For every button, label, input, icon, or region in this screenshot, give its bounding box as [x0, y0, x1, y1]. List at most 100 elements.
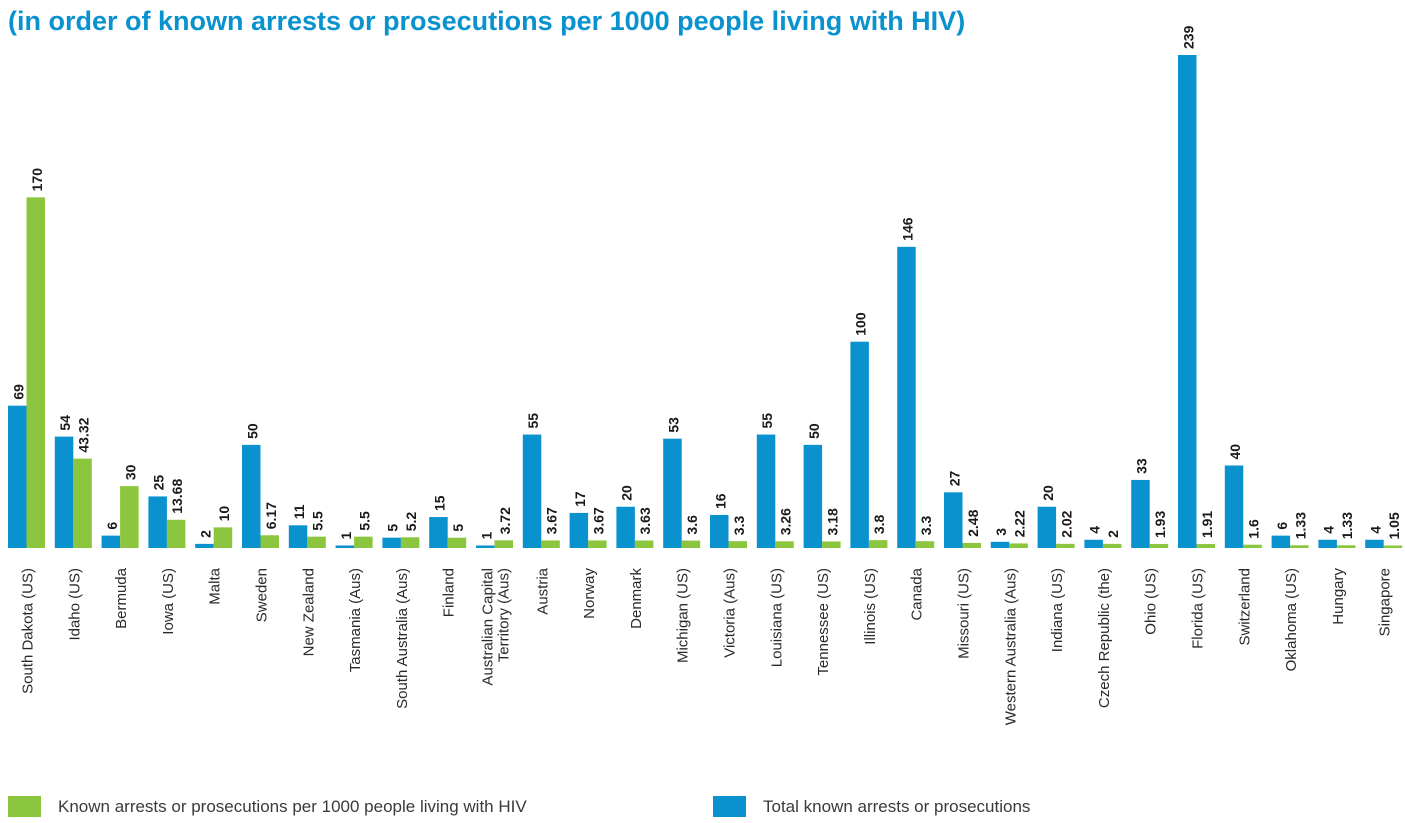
- data-label-rate: 5: [450, 524, 466, 532]
- data-label-rate: 3.18: [824, 508, 840, 535]
- legend-item-rate: Known arrests or prosecutions per 1000 p…: [8, 796, 527, 817]
- data-label-total: 239: [1180, 25, 1196, 49]
- bar-total: [8, 405, 27, 548]
- bar-rate: [1336, 545, 1356, 548]
- data-label-rate: 2.02: [1058, 510, 1074, 537]
- category-label: Malta: [207, 567, 224, 604]
- bar-total: [756, 434, 776, 548]
- bar-total: [569, 512, 589, 548]
- category-label: Czech Republic (the): [1096, 568, 1113, 708]
- bar-total: [1318, 539, 1337, 548]
- bar-rate: [73, 458, 92, 548]
- category-label: Iowa (US): [160, 568, 177, 635]
- data-label-total: 50: [244, 423, 260, 439]
- category-label: South Dakota (US): [20, 568, 37, 694]
- data-label-total: 6: [1274, 522, 1290, 530]
- bar-total: [522, 434, 542, 548]
- category-label: Bermuda: [113, 567, 130, 629]
- bar-total: [1271, 535, 1291, 548]
- data-label-total: 55: [525, 413, 541, 429]
- bar-total: [944, 492, 963, 548]
- bar-rate: [822, 541, 841, 548]
- data-label-rate: 3.6: [684, 515, 700, 535]
- bar-total: [1365, 539, 1384, 548]
- bar-total: [616, 506, 635, 548]
- bar-total: [429, 517, 448, 548]
- category-label: South Australia (Aus): [394, 568, 411, 709]
- data-label-total: 2: [197, 530, 213, 538]
- data-label-total: 54: [57, 415, 73, 431]
- data-label-rate: 3.8: [871, 514, 887, 534]
- category-label: Michigan (US): [675, 568, 692, 663]
- category-label: Ohio (US): [1143, 568, 1160, 635]
- data-label-rate: 3.67: [590, 507, 606, 534]
- data-label-rate: 1.6: [1246, 519, 1262, 539]
- data-label-rate: 6.17: [263, 502, 279, 529]
- bar-rate: [1243, 544, 1262, 548]
- bar-total: [1178, 55, 1197, 548]
- bar-rate: [915, 541, 935, 548]
- category-label: Finland: [441, 568, 458, 617]
- data-label-rate: 2: [1105, 530, 1121, 538]
- data-label-total: 20: [1040, 485, 1056, 501]
- category-label: Victoria (Aus): [722, 568, 739, 658]
- bar-total: [1037, 506, 1057, 548]
- data-label-total: 4: [1367, 526, 1383, 534]
- bar-rate: [400, 537, 420, 548]
- data-label-total: 53: [665, 417, 681, 433]
- bar-total: [288, 525, 308, 548]
- bar-total: [803, 444, 823, 548]
- bar-rate: [588, 540, 607, 548]
- category-label: New Zealand: [300, 568, 317, 656]
- data-label-rate: 5.2: [403, 512, 419, 532]
- legend-label-rate: Known arrests or prosecutions per 1000 p…: [58, 796, 527, 816]
- bar-rate: [634, 540, 654, 548]
- legend-item-total: Total known arrests or prosecutions: [713, 796, 1030, 817]
- bar-total: [1084, 539, 1103, 548]
- data-label-total: 20: [619, 485, 635, 501]
- data-label-rate: 5.5: [356, 511, 372, 531]
- legend-swatch-rate: [8, 796, 41, 817]
- data-label-rate: 43.32: [76, 417, 92, 452]
- data-label-total: 3: [993, 528, 1009, 536]
- bar-rate: [541, 540, 560, 548]
- data-label-rate: 3.26: [778, 508, 794, 535]
- category-label: Switzerland: [1236, 568, 1253, 646]
- bar-total: [335, 545, 355, 548]
- data-label-rate: 170: [29, 168, 45, 192]
- bar-rate: [26, 197, 45, 548]
- bar-total: [897, 246, 916, 548]
- bar-rate: [775, 541, 794, 548]
- bar-rate: [307, 536, 326, 548]
- category-label: Tasmania (Aus): [347, 568, 364, 672]
- bar-rate: [1149, 544, 1169, 548]
- data-label-total: 50: [806, 423, 822, 439]
- bar-total: [148, 496, 167, 548]
- category-label: Australian CapitalTerritory (Aus): [480, 568, 513, 686]
- category-label: Illinois (US): [862, 568, 879, 645]
- data-label-rate: 30: [122, 464, 138, 480]
- bar-rate: [494, 540, 513, 548]
- data-label-rate: 2.48: [965, 509, 981, 536]
- bar-rate: [681, 540, 701, 548]
- bar-rate: [260, 535, 279, 548]
- data-label-total: 5: [385, 524, 401, 532]
- data-label-rate: 3.72: [497, 507, 513, 534]
- data-label-total: 6: [104, 522, 120, 530]
- data-label-total: 4: [1087, 526, 1103, 534]
- bar-rate: [1290, 545, 1309, 548]
- bar-rate: [1009, 543, 1028, 548]
- category-label: Denmark: [628, 568, 645, 629]
- bar-total: [663, 438, 682, 548]
- bar-total: [990, 541, 1010, 548]
- data-label-total: 1: [478, 532, 494, 540]
- legend-label-total: Total known arrests or prosecutions: [763, 796, 1031, 816]
- category-label: Sweden: [254, 568, 271, 622]
- data-label-total: 15: [431, 495, 447, 511]
- data-label-total: 100: [853, 312, 869, 336]
- category-label: Tennessee (US): [815, 568, 832, 676]
- bar-total: [54, 436, 74, 548]
- bar-rate: [213, 527, 233, 548]
- bar-total: [476, 545, 495, 548]
